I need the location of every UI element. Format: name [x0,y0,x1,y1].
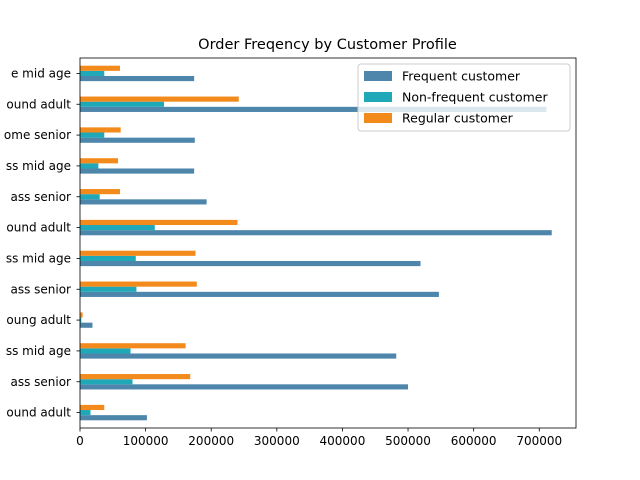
y-tick-label: ass senior [10,190,71,204]
x-tick-label: 0 [76,434,84,448]
x-tick-label: 400000 [320,434,366,448]
y-tick-label: e mid age [11,66,71,80]
legend-swatch [364,92,392,102]
bar-frequent-customer-5 [80,260,421,267]
bar-non-frequent-customer-8 [80,163,99,169]
bar-regular-customer-9 [80,127,121,133]
y-tick-label: ss mid age [6,344,71,358]
bars-group [80,65,552,421]
bar-frequent-customer-7 [80,199,207,205]
bar-non-frequent-customer-9 [80,132,105,138]
y-tick-label: ound adult [6,221,71,235]
axes-group: 0 100000 200000 300000 400000 500000 600000 700… [4,57,577,448]
x-tick-label: 100000 [123,434,169,448]
bar-non-frequent-customer-11 [80,70,105,76]
x-tick-label: 500000 [385,434,431,448]
bar-non-frequent-customer-10 [80,101,164,107]
y-tick-label: oung adult [6,313,71,327]
bar-regular-customer-5 [80,250,196,256]
bar-non-frequent-customer-4 [80,286,137,292]
bar-regular-customer-2 [80,343,186,349]
x-tick-label: 300000 [254,434,300,448]
x-tick-label: 200000 [188,434,234,448]
y-tick-label: ound adult [6,406,71,420]
y-tick-label: ass senior [10,282,71,296]
bar-non-frequent-customer-7 [80,194,100,200]
legend: Frequent customer Non-frequent customer Re… [357,63,571,132]
y-tick-label: ass senior [10,375,71,389]
bar-non-frequent-customer-2 [80,348,131,354]
bar-non-frequent-customer-0 [80,410,91,416]
x-tick-label: 600000 [451,434,497,448]
bar-regular-customer-10 [80,96,239,102]
bar-regular-customer-8 [80,158,119,164]
bar-frequent-customer-3 [80,322,93,328]
legend-swatch [364,113,392,123]
bar-frequent-customer-4 [80,291,439,297]
legend-swatch [364,71,392,81]
legend-label: Non-frequent customer [402,90,548,105]
bar-regular-customer-4 [80,281,197,287]
bar-regular-customer-7 [80,189,121,195]
bar-frequent-customer-8 [80,168,195,174]
bar-frequent-customer-9 [80,137,195,143]
bar-frequent-customer-11 [80,75,195,82]
legend-label: Regular customer [402,111,514,126]
legend-label: Frequent customer [402,69,521,84]
bar-regular-customer-1 [80,374,191,380]
legend-box [357,63,571,132]
bar-frequent-customer-6 [80,230,552,236]
bar-frequent-customer-1 [80,384,409,390]
y-tick-label: ome senior [4,128,71,142]
y-tick-label: ound adult [6,97,71,111]
bar-non-frequent-customer-6 [80,225,155,231]
bar-frequent-customer-2 [80,353,397,359]
bar-regular-customer-6 [80,219,238,226]
x-tick-label: 700000 [516,434,562,448]
bar-regular-customer-3 [80,312,83,318]
y-tick-label: ss mid age [6,251,71,265]
y-tick-label: ss mid age [6,159,71,173]
bar-regular-customer-11 [80,65,121,71]
bar-regular-customer-0 [80,404,105,411]
bar-non-frequent-customer-1 [80,379,133,385]
bar-frequent-customer-0 [80,415,147,421]
bar-non-frequent-customer-5 [80,255,136,261]
bar-frequent-customer-10 [80,106,547,112]
chart-title: Order Freqency by Customer Profile [198,37,457,53]
bar-non-frequent-customer-3 [80,317,82,323]
plot-frame [79,57,577,429]
